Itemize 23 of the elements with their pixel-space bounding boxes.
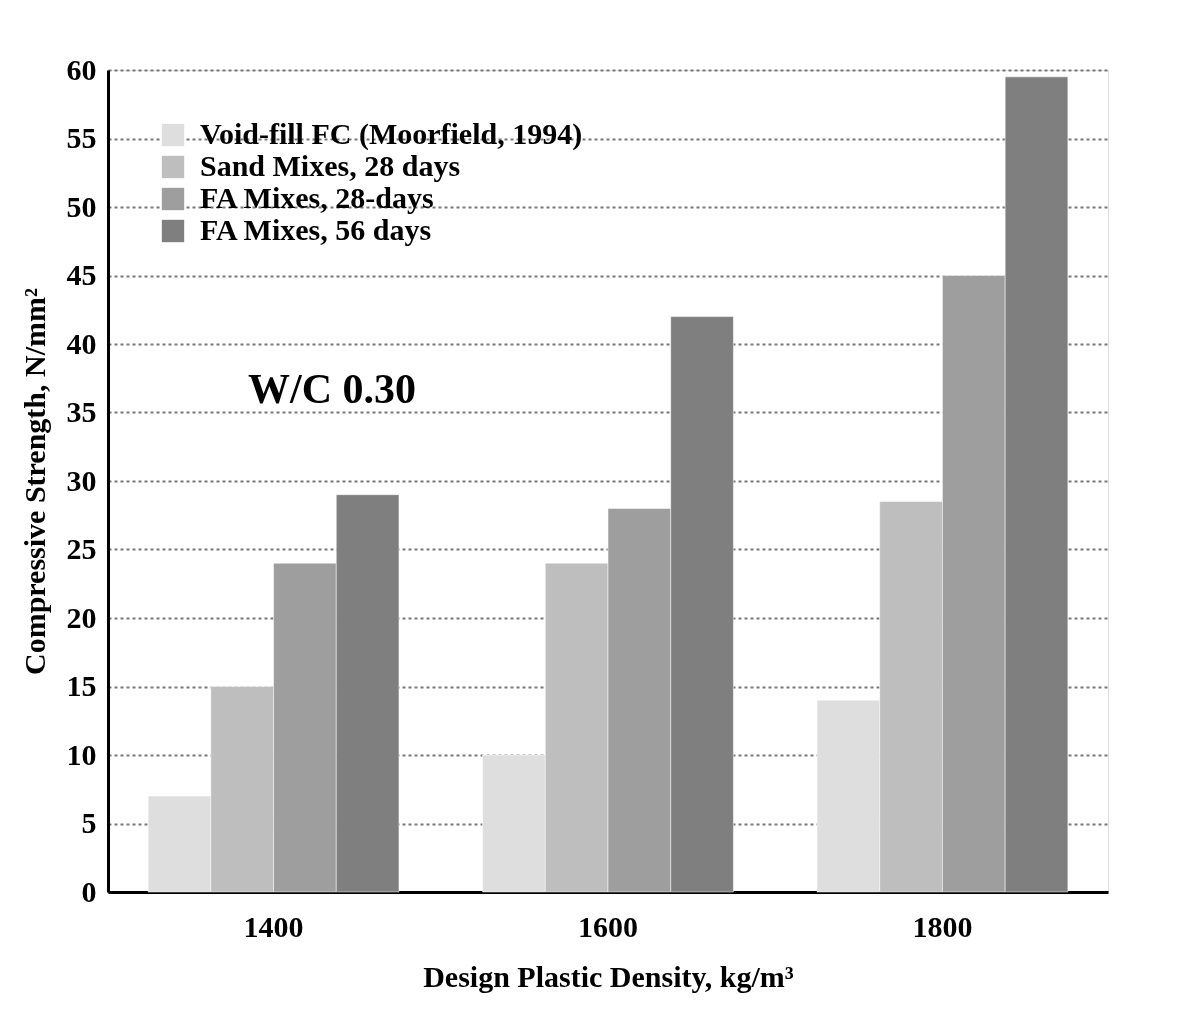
x-tick-label: 1400 — [243, 909, 304, 943]
legend-label: FA Mixes, 56 days — [200, 213, 432, 246]
legend-label: FA Mixes, 28-days — [200, 181, 434, 214]
y-tick-label: 25 — [66, 532, 97, 565]
y-axis-title: Compressive Strength, N/mm² — [17, 287, 51, 676]
y-tick-label: 60 — [66, 52, 97, 86]
y-tick-label: 40 — [66, 326, 97, 360]
annotation: W/C 0.30 — [248, 366, 416, 412]
y-tick-label: 10 — [66, 737, 97, 771]
y-tick-label: 45 — [66, 258, 97, 291]
legend-label: Void-fill FC (Moorfield, 1994) — [200, 117, 583, 151]
x-axis-title: Design Plastic Density, kg/m³ — [423, 959, 794, 993]
legend-label: Sand Mixes, 28 days — [200, 149, 461, 182]
y-tick-label: 20 — [66, 600, 97, 634]
x-tick-label: 1800 — [912, 909, 973, 943]
y-tick-label: 15 — [66, 669, 97, 702]
y-tick-label: 5 — [81, 806, 97, 839]
y-tick-label: 55 — [66, 121, 97, 154]
x-tick-label: 1600 — [578, 909, 638, 943]
y-tick-label: 30 — [66, 463, 97, 497]
y-tick-label: 0 — [81, 874, 97, 908]
y-tick-label: 35 — [66, 395, 97, 428]
y-tick-label: 50 — [66, 189, 97, 223]
